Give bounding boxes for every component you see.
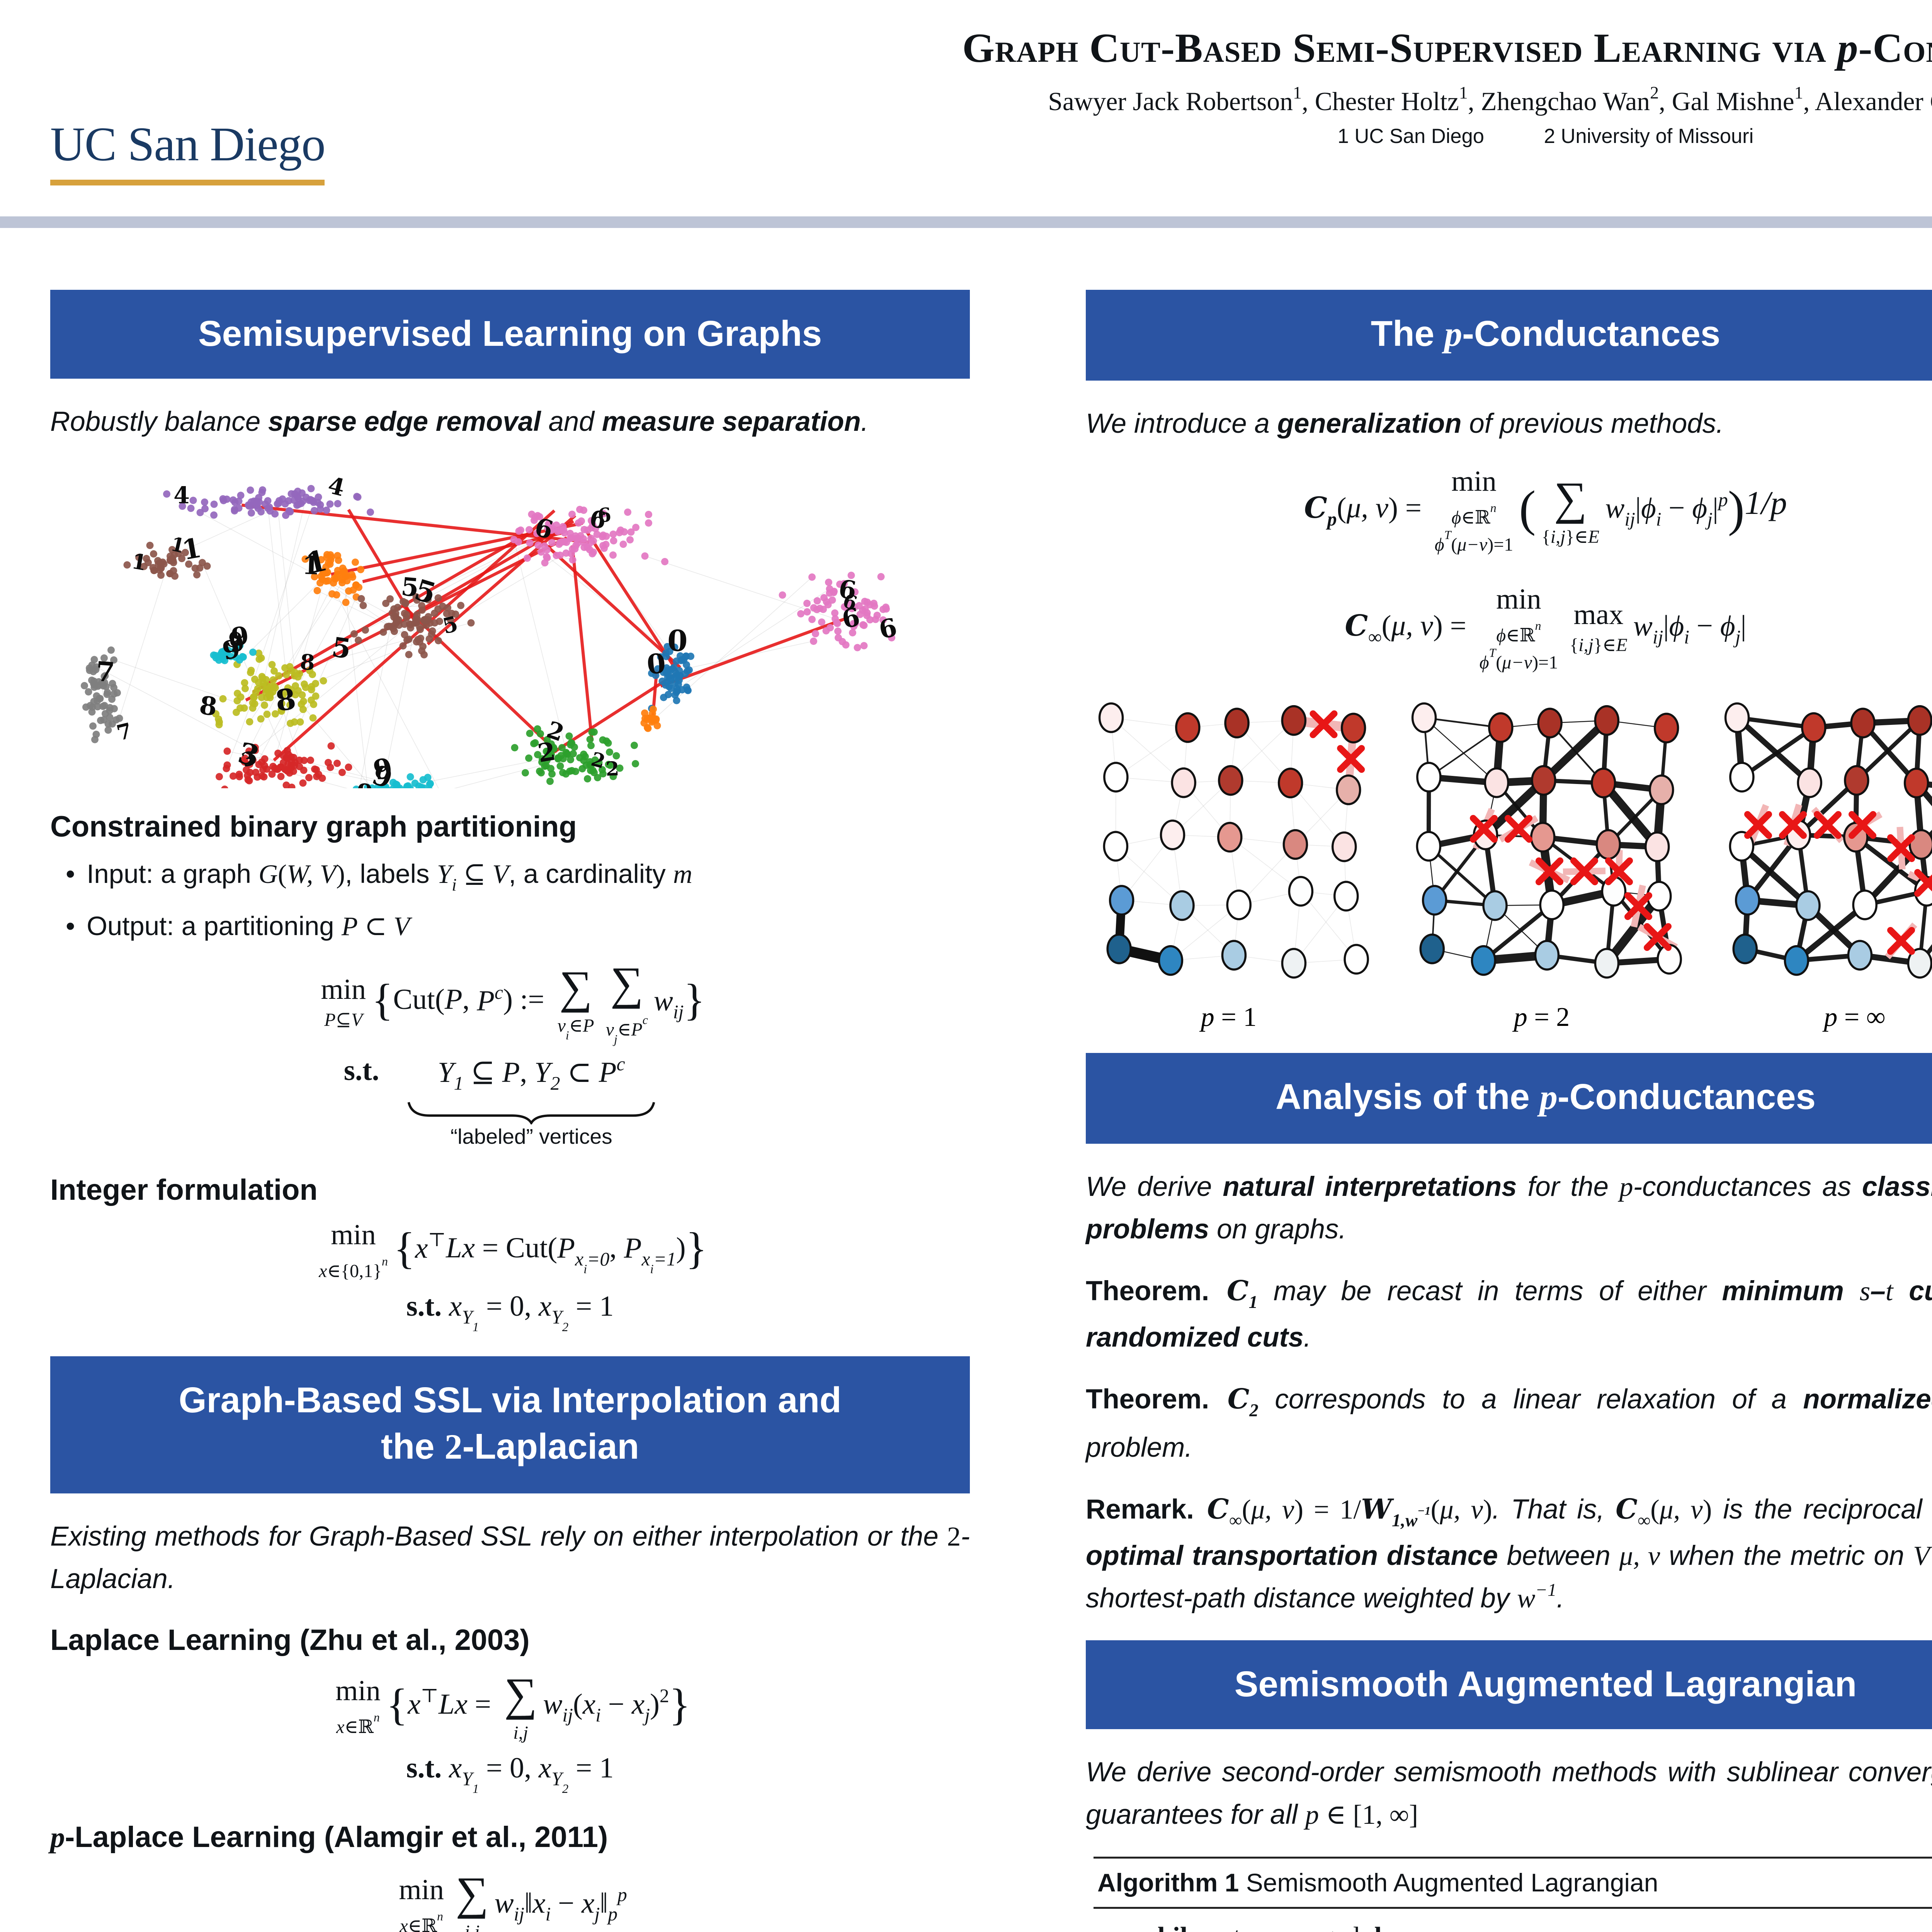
- existing-methods-paragraph: Existing methods for Graph-Based SSL rel…: [50, 1522, 970, 1595]
- svg-text:4: 4: [173, 482, 190, 509]
- poster-header: Graph Cut-Based Semi-Supervised Learning…: [0, 0, 1932, 228]
- underbrace: [407, 1101, 655, 1124]
- generalization-paragraph: We introduce a generalization of previou…: [1086, 410, 1724, 441]
- svg-text:p = 1: p = 1: [1199, 1002, 1257, 1031]
- svg-text:9: 9: [356, 779, 373, 788]
- svg-text:p = 2: p = 2: [1512, 1002, 1570, 1031]
- underbrace-label: “labeled” vertices: [450, 1126, 612, 1149]
- cut-objective-equation: min P⊆V {Cut(P, Pc) := ∑ vi∈P ∑ vj∈Pc wij} s.t…: [46, 959, 974, 1151]
- section-header-analysis: Analysis of the p-Conductances: [1086, 1052, 1932, 1143]
- svg-text:8: 8: [198, 690, 219, 722]
- section-header-p-conductances: The p-Conductances: [1086, 290, 1932, 381]
- header-divider: [0, 216, 1932, 228]
- svg-text:9: 9: [228, 631, 246, 658]
- bullet-input: Input: a graph G(W, V), labels Yi ⊆ V, a…: [66, 856, 970, 900]
- algorithm-box: Algorithm 1 Semismooth Augmented Lagrang…: [1094, 1857, 1932, 1932]
- section-header-ssl-on-graphs: Semisupervised Learning on Graphs: [50, 290, 970, 379]
- heading-p-laplace-learning: p-Laplace Learning (Alamgir et al., 2011…: [50, 1821, 608, 1854]
- heading-partitioning: Constrained binary graph partitioning: [50, 811, 577, 845]
- heading-integer-formulation: Integer formulation: [50, 1174, 318, 1208]
- integer-formulation-equation: min x∈{0,1}n {x⊤Lx = Cut(Pxi=0, Pxi=1)} s.…: [319, 1221, 707, 1335]
- svg-text:p = ∞: p = ∞: [1822, 1002, 1885, 1031]
- svg-text:6: 6: [597, 503, 612, 527]
- svg-text:6: 6: [876, 613, 900, 645]
- column-left: Semisupervised Learning on Graphs Robust…: [46, 290, 974, 1932]
- remark: Remark. C∞(μ, ν) = 1/W1,w−1(μ, ν). That …: [1086, 1495, 1932, 1616]
- p-graphs-figure-wrap: p = 1 p = 2 p = ∞: [1082, 693, 1932, 1037]
- heading-laplace-learning: Laplace Learning (Zhu et al., 2003): [50, 1624, 530, 1657]
- affiliation-2: 2 University of Missouri: [1544, 126, 1754, 149]
- svg-text:4: 4: [325, 472, 347, 502]
- algorithm-line: 1:while not converged do: [1094, 1925, 1932, 1932]
- laplace-learning-equation: min x∈ℝn {x⊤Lx = ∑ i,j wij(xi − xj)2} s.t. x…: [335, 1670, 690, 1797]
- svg-text:0: 0: [645, 647, 667, 681]
- poster-title: Graph Cut-Based Semi-Supervised Learning…: [962, 25, 1932, 71]
- intro-paragraph: Robustly balance sparse edge removal and…: [50, 408, 869, 439]
- semismooth-paragraph: We derive second-order semismooth method…: [1086, 1759, 1932, 1832]
- svg-text:9: 9: [229, 621, 250, 653]
- algorithm-body: 1:while not converged do2:(ϕk+1, uk+1) ←…: [1094, 1910, 1932, 1932]
- svg-text:8: 8: [299, 649, 316, 675]
- theorem-2: Theorem. C2 corresponds to a linear rela…: [1086, 1386, 1932, 1464]
- analysis-paragraph: We derive natural interpretations for th…: [1086, 1172, 1932, 1246]
- affiliations-line: 1 UC San Diego 2 University of Missouri: [0, 126, 1932, 149]
- svg-text:1: 1: [130, 548, 149, 576]
- column-middle: The p-Conductances We introduce a genera…: [1082, 290, 1932, 1932]
- svg-text:0: 0: [667, 624, 688, 658]
- svg-text:6: 6: [837, 574, 858, 606]
- section-header-ssl-interpolation: Graph-Based SSL via Interpolation and the…: [50, 1355, 970, 1493]
- theorem-1: Theorem. C1 may be recast in terms of ei…: [1086, 1276, 1932, 1355]
- svg-text:1: 1: [302, 551, 320, 581]
- ucsd-logo: UC San Diego: [50, 120, 326, 185]
- cinf-equation: C∞(μ, ν) = min ϕ∈ℝn ϕT(μ−ν)=1 max {i,j}∈E wij…: [1345, 585, 1747, 674]
- svg-text:5: 5: [400, 572, 420, 603]
- bullet-output: Output: a partitioning P ⊂ V: [66, 908, 970, 947]
- mnist-figure-wrap: 44666666611111555577888999933999222200: [46, 464, 974, 789]
- section-header-semismooth: Semismooth Augmented Lagrangian: [1086, 1641, 1932, 1730]
- mnist-graph-figure: 44666666611111555577888999933999222200: [81, 472, 900, 789]
- svg-text:7: 7: [95, 655, 116, 689]
- svg-text:7: 7: [114, 718, 134, 746]
- svg-text:8: 8: [274, 682, 298, 718]
- cp-equation: Cp(μ, ν) = min ϕ∈ℝn ϕT(μ−ν)=1(∑ {i,j}∈E wij|…: [1304, 468, 1787, 556]
- p-graphs-figure: p = 1 p = 2 p = ∞: [1098, 702, 1932, 1031]
- svg-text:5: 5: [330, 631, 353, 665]
- svg-text:2: 2: [605, 757, 619, 781]
- affiliation-1: 1 UC San Diego: [1337, 126, 1485, 149]
- algorithm-title: Algorithm 1 Semismooth Augmented Lagrang…: [1094, 1857, 1932, 1910]
- authors-line: Sawyer Jack Robertson1, Chester Holtz1, …: [1048, 83, 1932, 116]
